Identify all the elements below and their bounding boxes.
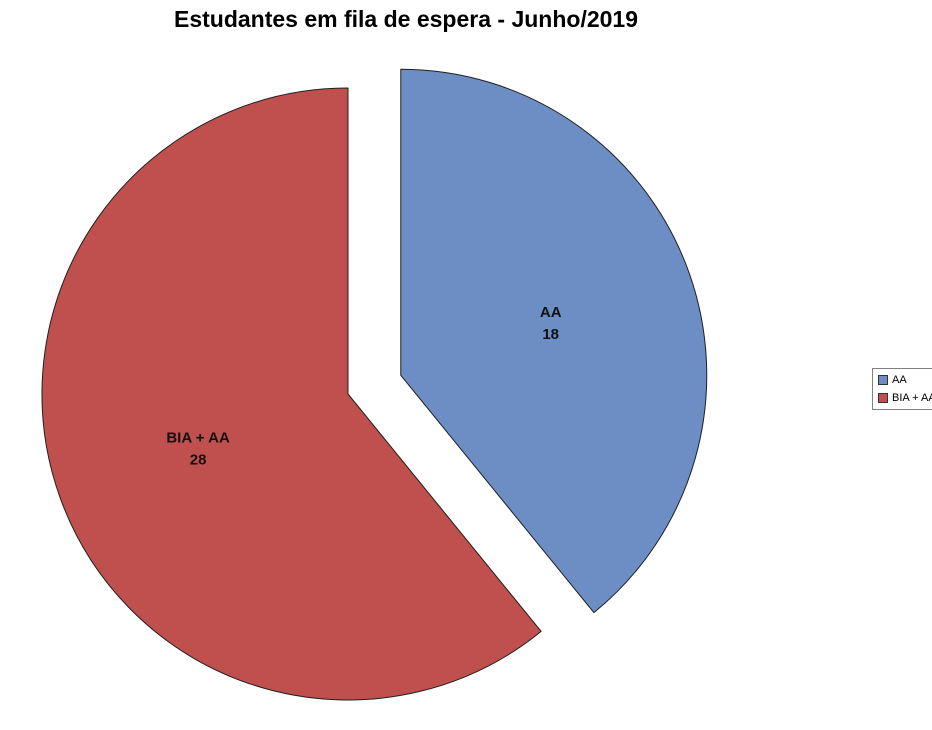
chart-title: Estudantes em fila de espera - Junho/201… [174, 6, 638, 32]
chart-legend: AA BIA + AA [872, 368, 932, 410]
legend-item-bia-aa: BIA + AA [878, 392, 932, 404]
legend-swatch-icon [878, 393, 888, 403]
legend-swatch-icon [878, 375, 888, 385]
legend-label: BIA + AA [892, 392, 932, 404]
pie-slice-bia-aa [41, 87, 542, 701]
slice-label-bia-aa: BIA + AA 28 [166, 429, 230, 468]
legend-item-aa: AA [878, 374, 932, 386]
pie-slice-aa [400, 68, 708, 614]
slice-label-aa: AA 18 [540, 304, 562, 343]
legend-label: AA [892, 374, 907, 386]
